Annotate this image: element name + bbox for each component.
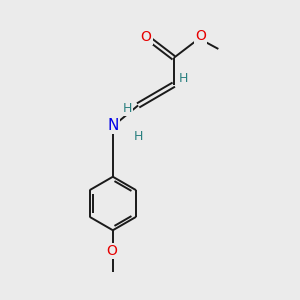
Text: H: H [178, 72, 188, 85]
Text: H: H [123, 102, 132, 115]
Text: O: O [195, 29, 206, 43]
Text: H: H [134, 130, 143, 143]
Text: O: O [106, 244, 117, 258]
Text: O: O [141, 30, 152, 44]
Text: N: N [107, 118, 118, 133]
